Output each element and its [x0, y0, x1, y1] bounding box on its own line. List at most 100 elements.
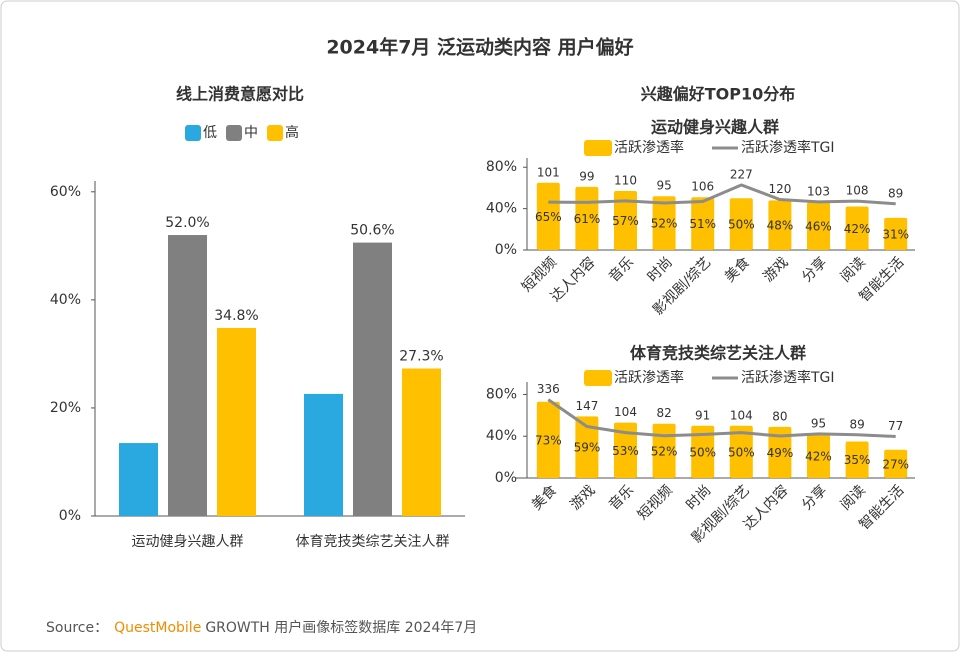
- source-text: GROWTH 用户画像标签数据库 2024年7月: [205, 619, 477, 636]
- value-label: 52%: [651, 217, 678, 231]
- legend-label: 低: [203, 125, 217, 141]
- main-title: 2024年7月 泛运动类内容 用户偏好: [326, 36, 633, 59]
- line-value-label: 89: [888, 186, 903, 200]
- line-value-label: 89: [849, 417, 864, 431]
- section-title: 兴趣偏好TOP10分布: [641, 85, 796, 104]
- bar: [845, 441, 869, 478]
- line: [547, 398, 896, 438]
- bar: [536, 401, 560, 478]
- line-value-label: 104: [730, 408, 753, 422]
- legend-label: 活跃渗透率: [614, 369, 684, 386]
- line-value-label: 80: [772, 409, 787, 423]
- value-label: 31%: [882, 227, 909, 241]
- line-value-label: 77: [888, 419, 903, 433]
- bar: [807, 202, 830, 250]
- line-value-label: 82: [656, 406, 671, 420]
- bar: [691, 425, 715, 478]
- bar: [614, 422, 637, 478]
- line-value-label: 103: [807, 184, 830, 198]
- y-tick-label: 80%: [486, 386, 517, 402]
- value-label: 50.6%: [350, 223, 394, 239]
- line-value-label: 101: [537, 165, 560, 179]
- bar: [353, 242, 392, 516]
- value-label: 73%: [535, 433, 562, 447]
- value-label: 49%: [767, 446, 794, 460]
- value-label: 34.8%: [214, 308, 258, 324]
- value-label: 53%: [612, 444, 639, 458]
- source-brand: QuestMobile: [114, 620, 201, 636]
- line-value-label: 99: [579, 169, 594, 183]
- legend-swatch: [267, 125, 283, 141]
- bar: [217, 327, 256, 516]
- legend-label: 活跃渗透率TGI: [741, 369, 835, 386]
- value-label: 42%: [844, 222, 871, 236]
- value-label: 57%: [612, 214, 639, 228]
- bar: [652, 423, 676, 478]
- value-label: 52%: [651, 444, 678, 458]
- value-label: 50%: [728, 218, 755, 232]
- y-tick-label: 80%: [486, 159, 517, 175]
- bar: [807, 434, 830, 478]
- line-value-label: 227: [730, 167, 753, 181]
- value-label: 50%: [728, 445, 755, 459]
- chart-title: 线上消费意愿对比: [176, 85, 304, 104]
- source-prefix: Source：: [46, 620, 108, 636]
- value-label: 52.0%: [165, 215, 209, 231]
- bar: [402, 368, 441, 516]
- value-label: 65%: [535, 210, 562, 224]
- value-label: 51%: [689, 217, 716, 231]
- bar: [536, 182, 560, 250]
- x-tick-label: 运动健身兴趣人群: [132, 534, 244, 550]
- line-value-label: 108: [846, 184, 869, 198]
- bar: [168, 235, 207, 516]
- value-label: 48%: [767, 219, 794, 233]
- source: Source： QuestMobile GROWTH 用户画像标签数据库 2024年…: [46, 619, 477, 636]
- value-label: 27.3%: [399, 348, 443, 364]
- legend-label: 活跃渗透率TGI: [741, 139, 835, 156]
- line-value-label: 95: [811, 416, 826, 430]
- line-value-label: 147: [575, 399, 598, 413]
- legend-label: 中: [244, 125, 258, 141]
- legend-swatch: [584, 370, 612, 386]
- legend-label: 高: [285, 124, 299, 141]
- value-label: 59%: [574, 441, 601, 455]
- bar: [304, 393, 343, 516]
- line-value-label: 110: [614, 174, 637, 188]
- legend-label: 活跃渗透率: [614, 139, 684, 156]
- bar: [691, 197, 715, 250]
- line-value-label: 336: [537, 382, 560, 396]
- bar: [575, 416, 599, 478]
- y-tick-label: 60%: [50, 184, 81, 200]
- legend-swatch: [226, 125, 242, 141]
- value-label: 27%: [882, 457, 909, 471]
- value-label: 46%: [805, 220, 832, 234]
- legend-swatch: [185, 125, 201, 141]
- y-tick-label: 20%: [50, 400, 81, 416]
- y-tick-label: 40%: [486, 201, 517, 217]
- value-label: 42%: [805, 450, 832, 464]
- line-value-label: 91: [695, 408, 710, 422]
- y-tick-label: 0%: [495, 470, 517, 486]
- value-label: 61%: [574, 212, 601, 226]
- y-tick-label: 40%: [50, 292, 81, 308]
- bar: [652, 196, 676, 250]
- bar: [845, 206, 869, 250]
- value-label: 35%: [844, 453, 871, 467]
- x-tick-label: 体育竞技类综艺关注人群: [296, 533, 450, 550]
- bar: [119, 443, 158, 516]
- chart-title: 运动健身兴趣人群: [651, 118, 779, 137]
- value-label: 50%: [689, 445, 716, 459]
- bar: [729, 425, 753, 478]
- legend-swatch: [584, 140, 612, 156]
- bar: [768, 426, 792, 478]
- bar: [884, 217, 908, 250]
- line-value-label: 120: [768, 182, 791, 196]
- line-value-label: 104: [614, 405, 637, 419]
- bar: [729, 198, 753, 250]
- line-value-label: 95: [656, 179, 671, 193]
- line: [548, 183, 896, 206]
- bar: [614, 191, 637, 250]
- line-value-label: 106: [691, 180, 714, 194]
